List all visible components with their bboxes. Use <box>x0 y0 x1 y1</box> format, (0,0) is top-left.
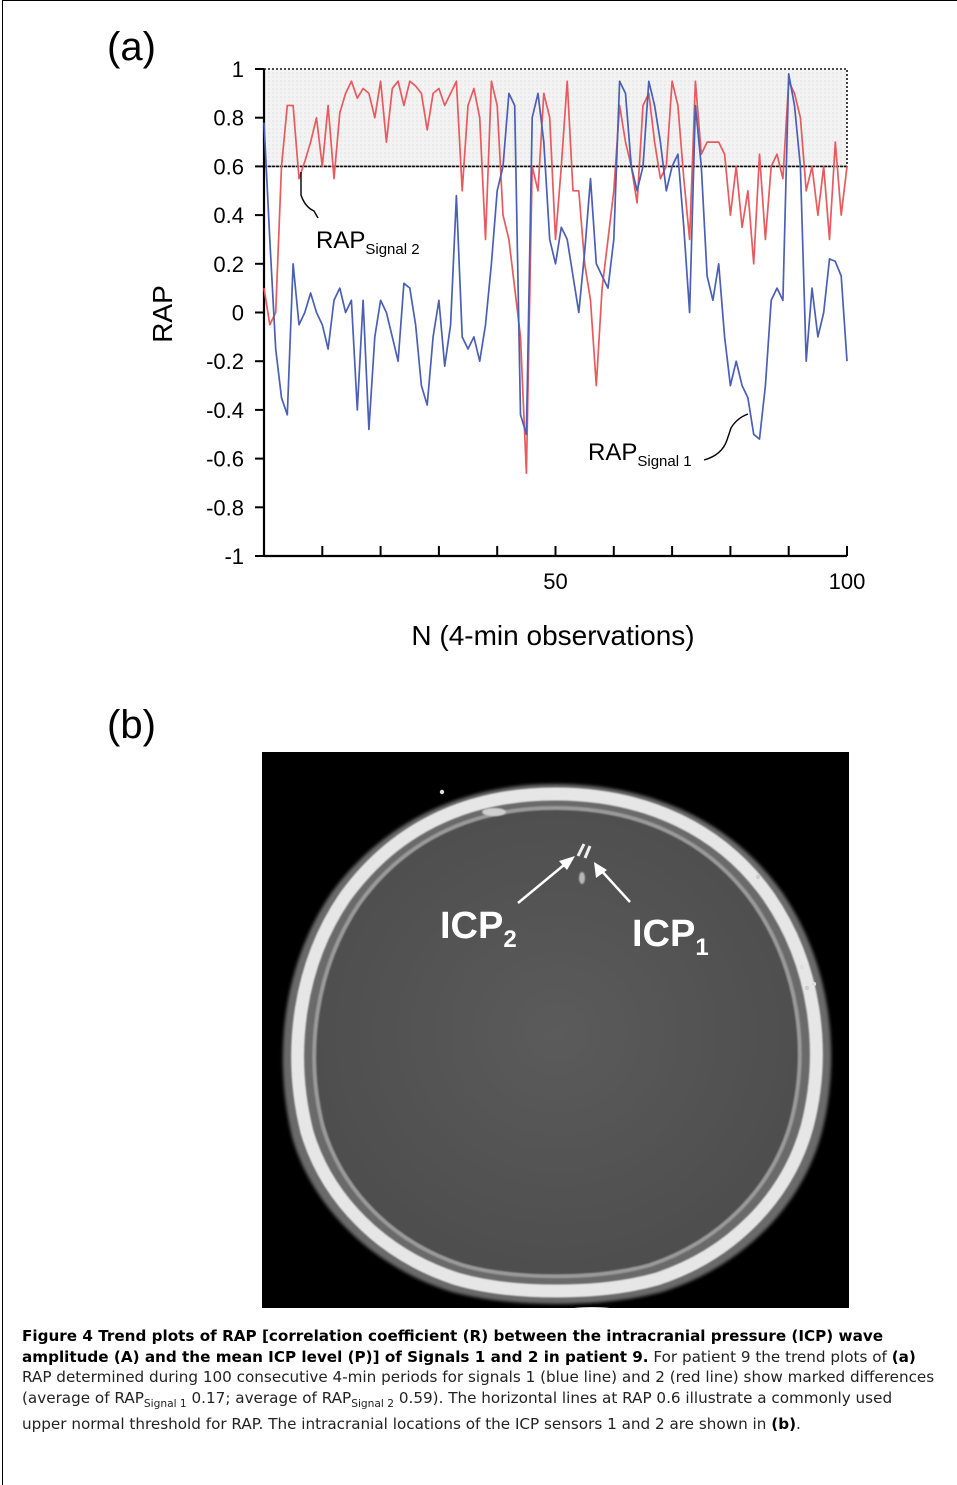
panel-a-label: (a) <box>107 25 156 69</box>
caption-text-5: . <box>796 1415 801 1434</box>
y-tick-label: -1 <box>224 544 244 569</box>
y-tick-label: 1 <box>232 57 244 82</box>
skull-bone <box>291 787 823 1298</box>
shaded-band <box>263 68 848 168</box>
ct-scan-image: ICP2 ICP1 <box>262 752 849 1308</box>
figure-caption: Figure 4 Trend plots of RAP [correlation… <box>22 1326 940 1435</box>
y-tick-label: 0.8 <box>213 106 244 131</box>
caption-text-2: RAP determined during 100 consecutive 4-… <box>22 1368 935 1407</box>
rap-trend-chart: 1 0.8 0.6 0.4 0.2 0 -0.2 -0.4 -0.6 -0.8 -1 50 100 N (… <box>147 57 866 651</box>
caption-title: Figure 4 Trend plots of RAP [correlation… <box>22 1327 884 1366</box>
y-axis-label: RAP <box>147 285 178 343</box>
arrow-icp1-head <box>594 862 607 878</box>
label-icp1: ICP1 <box>632 913 709 961</box>
y-tick-label: 0.4 <box>213 203 244 228</box>
y-tick-label: -0.2 <box>206 349 244 374</box>
icp-sensors <box>576 843 592 859</box>
x-tick-label: 100 <box>829 569 866 594</box>
annotation-signal-2: RAPSignal 2 <box>316 227 420 258</box>
caption-text-1: For patient 9 the trend plots of <box>653 1347 887 1366</box>
x-tick-label: 50 <box>543 569 567 594</box>
arrow-icp2-head <box>559 856 575 870</box>
y-tick-label: 0.2 <box>213 252 244 277</box>
caption-text-4: 0.59). The horizontal lines at RAP 0.6 i… <box>22 1388 893 1434</box>
x-axis-label: N (4-min observations) <box>411 620 694 651</box>
y-tick-label: 0.6 <box>213 154 244 179</box>
arrow-icp1 <box>598 867 631 903</box>
caption-sub-signal1: Signal 1 <box>143 1396 187 1410</box>
caption-sub-signal2: Signal 2 <box>351 1396 394 1410</box>
series-line-signal-1 <box>263 73 848 440</box>
caption-ref-b: (b) <box>771 1415 797 1434</box>
leader-signal-2 <box>300 172 319 219</box>
label-icp2: ICP2 <box>440 905 517 953</box>
figure-frame-top <box>2 0 957 1</box>
caption-text-3: 0.17; average of RAP <box>191 1388 352 1407</box>
series-line-signal-2 <box>263 80 848 475</box>
y-tick-label: 0 <box>232 301 244 326</box>
figure-frame-left <box>2 0 3 1485</box>
leader-signal-1 <box>703 413 749 461</box>
panel-b-label: (b) <box>107 703 156 747</box>
y-tick-label: -0.4 <box>206 398 244 423</box>
caption-ref-a: (a) <box>891 1347 916 1366</box>
y-tick-label: -0.8 <box>206 495 244 520</box>
arrow-icp2 <box>517 859 571 904</box>
y-tick-label: -0.6 <box>206 447 244 472</box>
annotation-signal-1: RAPSignal 1 <box>588 439 692 470</box>
